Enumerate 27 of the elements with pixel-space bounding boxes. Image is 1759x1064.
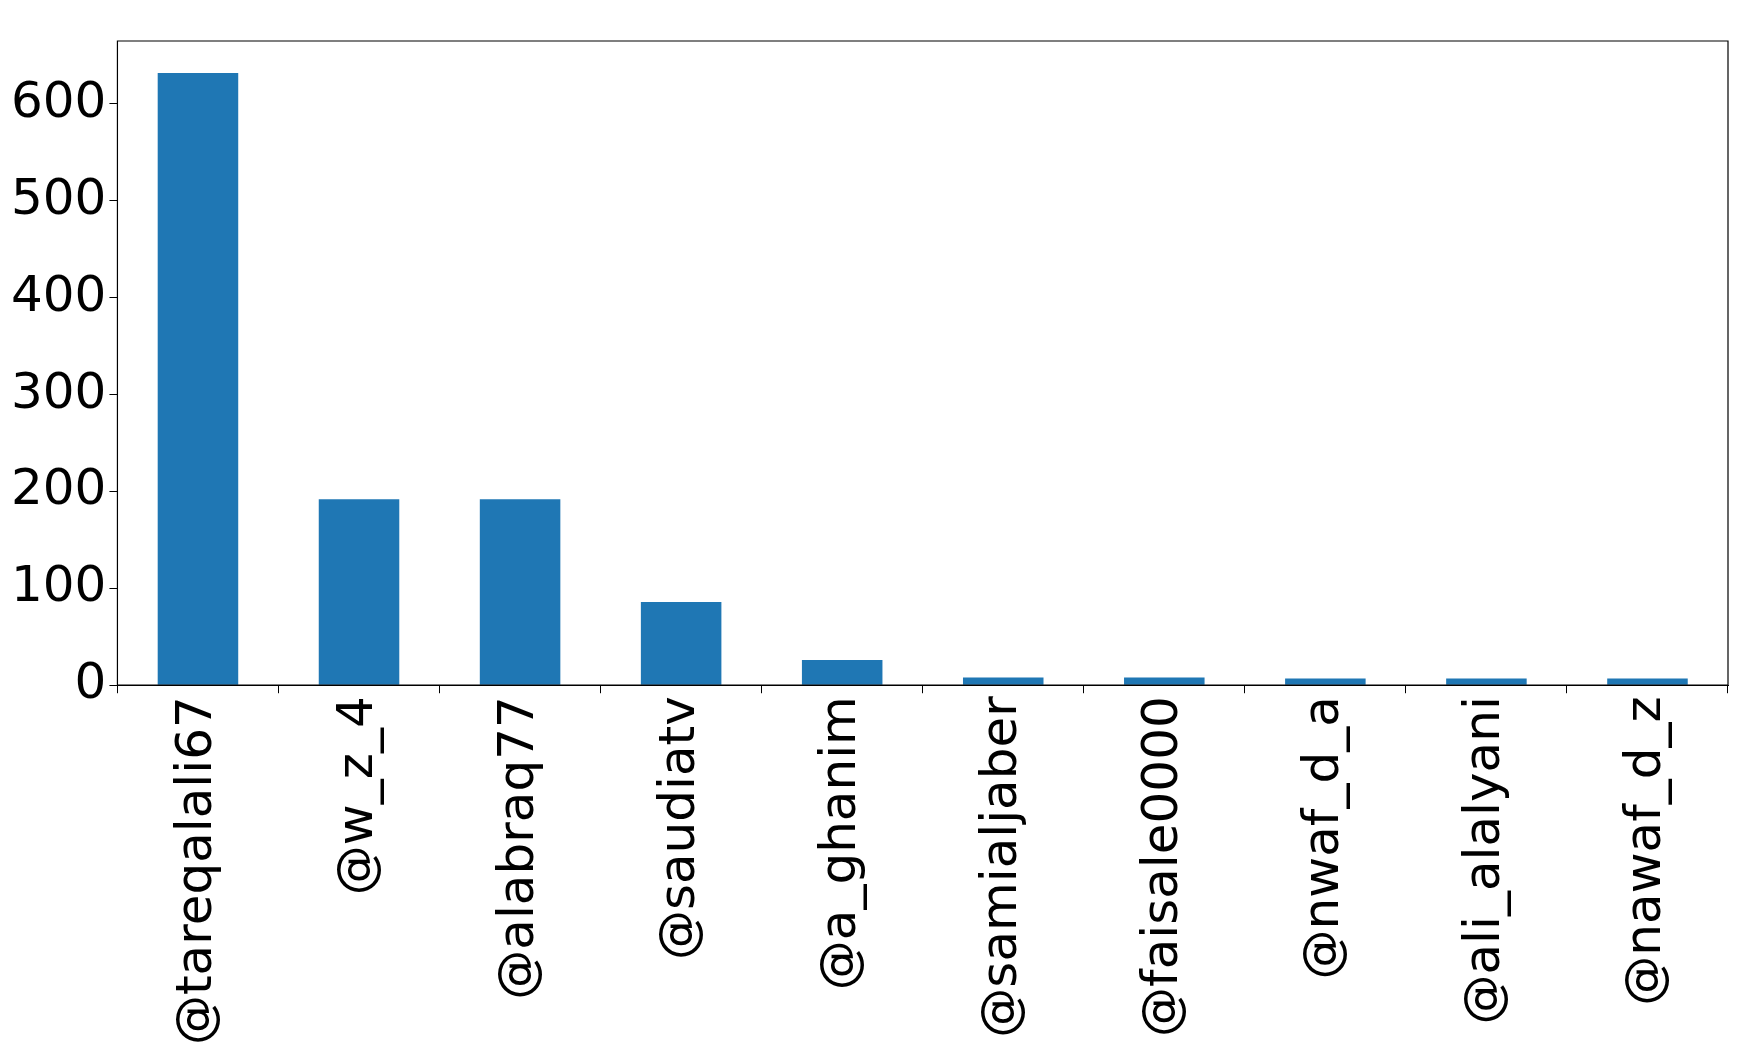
bar: [1446, 678, 1527, 685]
bar: [1285, 678, 1366, 685]
bar: [640, 601, 722, 685]
bar: [1607, 678, 1688, 685]
x-tick-label: @nawaf_d_z: [1614, 696, 1673, 1006]
bar: [479, 499, 561, 685]
x-tick-label: @ali_alalyani: [1453, 696, 1512, 1025]
x-tick-label: @saudiatv: [648, 696, 707, 961]
x-tick-label: @samialjaber: [970, 695, 1029, 1038]
y-tick-label: 300: [11, 361, 107, 420]
x-tick-label: @w_z_4: [326, 696, 384, 896]
y-tick-label: 500: [11, 167, 107, 226]
y-tick-label: 100: [11, 555, 107, 614]
x-tick-label: @tareqalali67: [164, 696, 223, 1045]
y-tick-label: 200: [11, 458, 107, 517]
bar: [1124, 677, 1205, 685]
y-tick-label: 0: [74, 652, 107, 711]
x-tick-label: @faisale0000: [1131, 696, 1190, 1037]
x-tick-label: @nwaf_d_a: [1292, 696, 1351, 980]
bar: [157, 72, 239, 685]
bar: [962, 677, 1044, 685]
y-tick-label: 600: [11, 70, 107, 129]
bar: [318, 499, 400, 685]
y-tick-label: 400: [11, 264, 107, 323]
x-tick-label: @alabraq77: [487, 696, 546, 1000]
bar: [801, 660, 883, 685]
x-tick-label: @a_ghanim: [809, 696, 868, 991]
